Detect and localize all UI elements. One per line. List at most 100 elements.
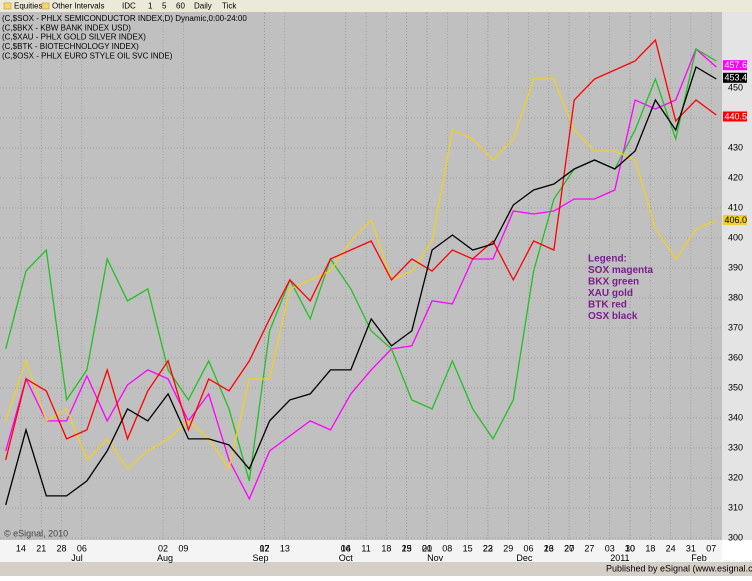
last-value-label: 457.6 xyxy=(725,60,748,70)
series-line xyxy=(5,66,717,506)
folder-icon xyxy=(3,2,12,10)
x-tick-label: 19 xyxy=(402,543,412,553)
y-tick-label: 350 xyxy=(728,382,743,392)
x-tick-label: 03 xyxy=(605,543,615,553)
last-value-label: 406.0 xyxy=(725,215,748,225)
y-tick-label: 450 xyxy=(728,82,743,92)
x-tick-label: 20 xyxy=(422,543,432,553)
x-tick-label: 07 xyxy=(260,543,270,553)
toolbar-item[interactable]: Tick xyxy=(222,2,237,11)
x-tick-label: 09 xyxy=(178,543,188,553)
x-tick-label: 18 xyxy=(645,543,655,553)
y-tick-label: 320 xyxy=(728,472,743,482)
x-tick-label: 08 xyxy=(442,543,452,553)
month-label: Oct xyxy=(339,553,354,563)
x-tick-label: 29 xyxy=(503,543,513,553)
x-tick-label: 07 xyxy=(706,543,716,553)
x-tick-label: 01 xyxy=(422,543,432,553)
month-label: Aug xyxy=(157,553,173,563)
x-tick-label: 26 xyxy=(544,543,554,553)
y-tick-label: 420 xyxy=(728,172,743,182)
y-tick-label: 340 xyxy=(728,412,743,422)
toolbar-item[interactable]: IDC xyxy=(122,2,136,11)
x-tick-label: 23 xyxy=(483,543,493,553)
month-label: Feb xyxy=(691,553,707,563)
legend-text: BKX green xyxy=(588,277,639,288)
x-tick-label: 20 xyxy=(564,543,574,553)
month-label: Nov xyxy=(427,553,444,563)
toolbar-item[interactable]: 1 xyxy=(148,2,153,11)
y-axis-panel xyxy=(722,12,752,540)
folder-icon xyxy=(41,2,50,10)
last-value-box xyxy=(723,214,747,225)
last-value-box xyxy=(723,72,747,83)
x-tick-label: 06 xyxy=(77,543,87,553)
plot-area xyxy=(0,12,722,540)
y-tick-label: 330 xyxy=(728,442,743,452)
legend-text: XAU gold xyxy=(588,288,633,299)
x-tick-label: 10 xyxy=(625,543,635,553)
last-value-label: 440.5 xyxy=(725,111,748,121)
x-tick-label: 02 xyxy=(158,543,168,553)
y-tick-label: 300 xyxy=(728,532,743,542)
x-tick-label: 06 xyxy=(523,543,533,553)
x-tick-label: 27 xyxy=(584,543,594,553)
copyright: © eSignal, 2010 xyxy=(4,528,68,538)
x-tick-label: 12 xyxy=(260,543,270,553)
x-tick-label: 13 xyxy=(280,543,290,553)
series-line xyxy=(5,78,717,471)
footer-bar xyxy=(0,562,752,576)
legend-text: Legend: xyxy=(588,254,627,265)
series-header: (C,$BKX - KBW BANK INDEX USD) xyxy=(2,23,131,32)
toolbar xyxy=(0,0,752,12)
x-tick-label: 27 xyxy=(564,543,574,553)
y-tick-label: 400 xyxy=(728,232,743,242)
x-tick-label: 25 xyxy=(402,543,412,553)
y-tick-label: 380 xyxy=(728,292,743,302)
y-tick-label: 410 xyxy=(728,202,743,212)
series-header: (C,$OSX - PHLX EURO STYLE OIL SVC INDE) xyxy=(2,51,173,60)
month-label: Jul xyxy=(71,553,83,563)
x-tick-label: 28 xyxy=(57,543,67,553)
footer-text: Published by eSignal (www.esignal.com) xyxy=(606,563,752,573)
y-tick-label: 360 xyxy=(728,352,743,362)
series-header: (C,$BTK - BIOTECHNOLOGY INDEX) xyxy=(2,42,139,51)
x-tick-label: 24 xyxy=(666,543,676,553)
x-tick-label: 11 xyxy=(361,543,370,553)
x-tick-label: 18 xyxy=(381,543,391,553)
series-line xyxy=(5,38,717,461)
legend-text: BTK red xyxy=(588,300,627,311)
y-tick-label: 390 xyxy=(728,262,743,272)
month-label: Sep xyxy=(252,553,268,563)
y-tick-label: 310 xyxy=(728,502,743,512)
toolbar-item[interactable]: Other Intervals xyxy=(52,2,104,11)
y-tick-label: 370 xyxy=(728,322,743,332)
last-value-label: 453.4 xyxy=(725,73,748,83)
x-tick-label: 14 xyxy=(16,543,26,553)
last-value-box xyxy=(723,111,747,122)
toolbar-item[interactable]: 5 xyxy=(162,2,167,11)
y-tick-label: 430 xyxy=(728,142,743,152)
month-label: Dec xyxy=(516,553,533,563)
last-value-box xyxy=(723,60,747,71)
x-tick-label: 31 xyxy=(686,543,696,553)
legend-text: SOX magenta xyxy=(588,265,653,276)
toolbar-item[interactable]: Equities xyxy=(14,2,42,11)
x-tick-label: 16 xyxy=(341,543,351,553)
series-header: (C,$XAU - PHLX GOLD SILVER INDEX) xyxy=(2,33,146,42)
x-tick-label: 13 xyxy=(544,543,554,553)
x-tick-label: 22 xyxy=(483,543,493,553)
grid xyxy=(0,13,722,540)
x-tick-label: 21 xyxy=(36,543,46,553)
toolbar-item[interactable]: 60 xyxy=(176,2,185,11)
series-line xyxy=(5,47,717,501)
x-tick-label: 30 xyxy=(625,543,635,553)
month-label: 2011 xyxy=(610,553,629,563)
toolbar-item[interactable]: Daily xyxy=(194,2,212,11)
x-tick-label: 04 xyxy=(341,543,351,553)
lines xyxy=(5,38,717,506)
series-header: (C,$SOX - PHLX SEMICONDUCTOR INDEX,D) Dy… xyxy=(2,14,247,23)
x-tick-label: 15 xyxy=(463,543,473,553)
